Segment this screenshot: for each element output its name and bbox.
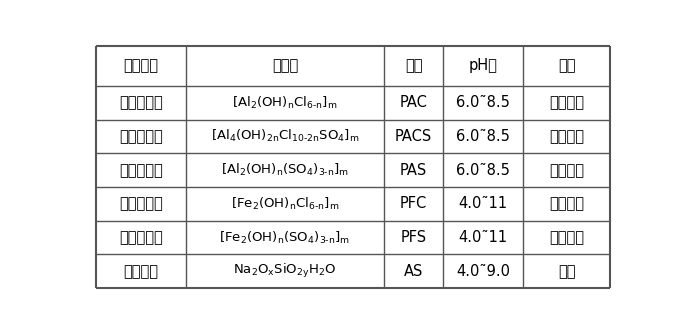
Text: $[\mathrm{Fe_2(OH)_n(SO_4)_{3\text{-}n}]_m}$: $[\mathrm{Fe_2(OH)_n(SO_4)_{3\text{-}n}]… <box>219 230 351 246</box>
Text: 絮凝脱水: 絮凝脱水 <box>549 196 584 212</box>
Text: 分子式: 分子式 <box>271 59 298 73</box>
Text: 聚合硫酸铝: 聚合硫酸铝 <box>119 163 163 178</box>
Text: 4.0˜11: 4.0˜11 <box>458 230 508 245</box>
Text: pH值: pH值 <box>469 59 497 73</box>
Text: 6.0˜8.5: 6.0˜8.5 <box>456 163 510 178</box>
Text: $[\mathrm{Al_4(OH)_{2n}Cl_{10\text{-}2n}SO_4]_m}$: $[\mathrm{Al_4(OH)_{2n}Cl_{10\text{-}2n}… <box>211 128 359 145</box>
Text: 6.0˜8.5: 6.0˜8.5 <box>456 129 510 144</box>
Text: 助凝: 助凝 <box>558 264 575 279</box>
Text: PACS: PACS <box>395 129 432 144</box>
Text: $[\mathrm{Fe_2(OH)_nCl_{6\text{-}n}]_m}$: $[\mathrm{Fe_2(OH)_nCl_{6\text{-}n}]_m}$ <box>231 196 339 212</box>
Text: $\mathrm{Na_2O_xSiO_{2y}H_2O}$: $\mathrm{Na_2O_xSiO_{2y}H_2O}$ <box>234 262 336 280</box>
Text: 絮凝脱水: 絮凝脱水 <box>549 230 584 245</box>
Text: 絮凝沉淀: 絮凝沉淀 <box>549 163 584 178</box>
Text: 用途: 用途 <box>558 59 575 73</box>
Text: 聚硫氯化铝: 聚硫氯化铝 <box>119 129 163 144</box>
Text: 6.0˜8.5: 6.0˜8.5 <box>456 95 510 110</box>
Text: PAC: PAC <box>400 95 428 110</box>
Text: PAS: PAS <box>400 163 427 178</box>
Text: AS: AS <box>404 264 423 279</box>
Text: 药剂名称: 药剂名称 <box>123 59 158 73</box>
Text: 4.0˜9.0: 4.0˜9.0 <box>456 264 510 279</box>
Text: PFC: PFC <box>400 196 427 212</box>
Text: 活化硅酸: 活化硅酸 <box>123 264 158 279</box>
Text: 4.0˜11: 4.0˜11 <box>458 196 508 212</box>
Text: 聚合氯化铁: 聚合氯化铁 <box>119 196 163 212</box>
Text: 处理河水: 处理河水 <box>549 129 584 144</box>
Text: PFS: PFS <box>400 230 426 245</box>
Text: $[\mathrm{Al_2(OH)_nCl_{6\text{-}n}]_m}$: $[\mathrm{Al_2(OH)_nCl_{6\text{-}n}]_m}$ <box>232 95 338 111</box>
Text: $[\mathrm{Al_2(OH)_n(SO_4)_{3\text{-}n}]_m}$: $[\mathrm{Al_2(OH)_n(SO_4)_{3\text{-}n}]… <box>221 162 349 178</box>
Text: 聚合硫酸铁: 聚合硫酸铁 <box>119 230 163 245</box>
Text: 絮凝脱水: 絮凝脱水 <box>549 95 584 110</box>
Text: 聚合氯化铝: 聚合氯化铝 <box>119 95 163 110</box>
Text: 代号: 代号 <box>405 59 422 73</box>
